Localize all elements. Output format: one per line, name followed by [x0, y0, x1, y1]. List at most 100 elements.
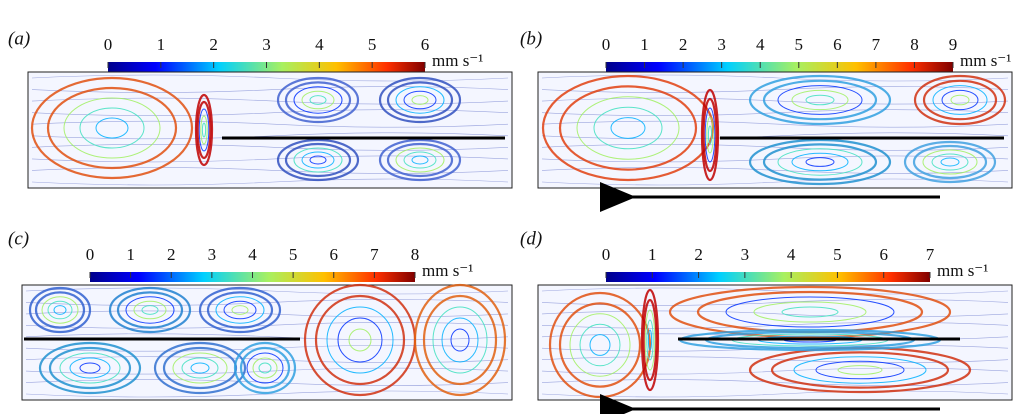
colorbar-tick-label: 7: [872, 35, 881, 54]
vortex-streamline: [314, 294, 406, 386]
vortex-streamline: [593, 106, 663, 150]
vortex-streamline: [781, 306, 839, 318]
colorbar-tick-label: 6: [421, 35, 430, 54]
vortex-streamline: [246, 352, 284, 384]
vortex-streamline: [411, 155, 429, 165]
vortex-streamline: [644, 309, 656, 371]
colorbar-tick-label: 4: [248, 245, 257, 264]
vortex-streamline: [301, 90, 335, 110]
vortex-streamline: [668, 285, 952, 339]
vortex-streamline: [301, 151, 335, 169]
vortex-streamline: [748, 74, 892, 126]
streamline: [541, 120, 1009, 128]
vortex-streamline: [41, 296, 79, 324]
vortex-streamline: [348, 328, 372, 352]
vortex-streamline: [69, 357, 111, 379]
colorbar-tick-label: 0: [86, 245, 95, 264]
vortex-streamline: [337, 317, 383, 363]
vortex-streamline: [200, 115, 208, 145]
vortex-streamline: [940, 157, 960, 167]
colorbar-tick-label: 8: [910, 35, 919, 54]
vortex-streamline: [239, 346, 291, 390]
panel: (b) 0 1 2 3 4 5 6 7 8 9mm s⁻¹: [520, 28, 1013, 212]
panel: (d) 0 1 2 3 4 5 6 7mm s⁻¹: [520, 228, 1013, 414]
colorbar-tick-label: 2: [167, 245, 176, 264]
vortex-streamline: [646, 319, 654, 361]
vortex-streamline: [770, 351, 950, 389]
colorbar-tick-label: 4: [787, 245, 796, 264]
vortex-streamline: [198, 286, 282, 334]
colorbar-tick-label: 7: [926, 245, 935, 264]
vortex-streamline: [579, 323, 621, 367]
vortex-streamline: [815, 360, 905, 380]
vortex-streamline: [284, 81, 352, 119]
vortex-streamline: [309, 95, 327, 105]
vortex-streamline: [762, 79, 878, 121]
vortex-streamline: [913, 74, 1007, 126]
vortex-streamline: [805, 94, 835, 106]
colorbar-tick-label: 5: [289, 245, 298, 264]
colorbar-tick-label: 8: [411, 245, 420, 264]
vortex-streamline: [413, 283, 507, 397]
vortex-streamline: [181, 357, 219, 379]
vortex-streamline: [172, 352, 228, 384]
vortex-streamline: [284, 142, 352, 178]
vortex-streamline: [231, 305, 249, 315]
vortex-streamline: [79, 107, 145, 149]
streamline: [541, 144, 1009, 151]
vortex-streamline: [403, 151, 437, 169]
vortex-streamline: [950, 94, 970, 106]
vortex-streamline: [569, 313, 631, 377]
panel-label: (d): [520, 228, 542, 249]
vortex-streamline: [576, 96, 680, 160]
vortex-streamline: [153, 341, 247, 395]
vortex-streamline: [258, 362, 272, 374]
vortex-streamline: [422, 294, 498, 386]
vortex-streamline: [276, 76, 360, 124]
vortex-streamline: [276, 138, 360, 182]
vortex-streamline: [79, 362, 101, 374]
colorbar: [606, 62, 953, 72]
vortex-streamline: [293, 147, 343, 173]
vortex-streamline: [53, 305, 67, 315]
vortex-streamline: [748, 138, 892, 186]
colorbar-tick-label: 6: [833, 35, 842, 54]
vortex-streamline: [63, 97, 161, 159]
vortex-streamline: [198, 108, 210, 152]
vortex-streamline: [558, 302, 642, 388]
vortex-streamline: [837, 365, 883, 375]
vortex-streamline: [30, 76, 194, 180]
panel: (a) 0 1 2 3 4 5 6mm s⁻¹: [8, 28, 513, 189]
panel-label: (b): [520, 28, 542, 49]
streamline: [541, 97, 1009, 105]
colorbar-unit: mm s⁻¹: [960, 51, 1011, 70]
colorbar-tick-label: 4: [756, 35, 765, 54]
vortex-streamline: [922, 149, 978, 175]
vortex-streamline: [589, 334, 611, 356]
streamline: [31, 155, 509, 163]
vortex-streamline: [386, 81, 454, 119]
panel-label: (a): [8, 28, 30, 49]
vortex-streamline: [640, 288, 660, 392]
vortex-streamline: [762, 143, 878, 181]
vortex-streamline: [378, 138, 462, 182]
colorbar-tick-label: 5: [795, 35, 804, 54]
vortex-streamline: [610, 117, 646, 139]
streamline: [25, 299, 509, 306]
streamline: [31, 120, 509, 128]
vortex-streamline: [206, 291, 274, 329]
vortex-streamline: [791, 152, 849, 172]
vortex-streamline: [48, 346, 132, 390]
vortex-streamline: [326, 306, 394, 374]
streamline: [31, 86, 509, 93]
vortex-streamline: [38, 341, 142, 395]
vortex-streamline: [133, 300, 167, 320]
colorbar-tick-label: 0: [602, 245, 611, 264]
colorbar-tick-label: 3: [717, 35, 726, 54]
vortex-streamline: [386, 142, 454, 178]
vortex-streamline: [702, 97, 718, 173]
vortex-streamline: [777, 148, 863, 176]
vortex-streamline: [194, 93, 214, 167]
streamline: [541, 367, 1009, 375]
